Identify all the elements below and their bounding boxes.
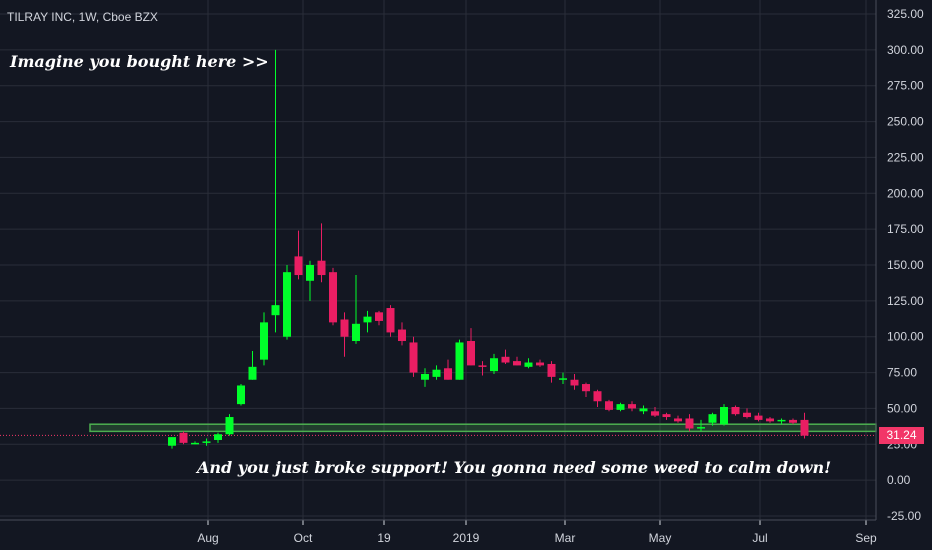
candle-body xyxy=(490,358,498,372)
candle-body xyxy=(225,417,234,435)
y-tick-label: 325.00 xyxy=(887,7,924,21)
annotation-bottom: And you just broke support! You gonna ne… xyxy=(197,458,832,477)
y-tick-label: 125.00 xyxy=(887,294,924,308)
candle-body xyxy=(455,342,464,380)
candle-body xyxy=(536,362,544,366)
candle-body xyxy=(605,401,613,410)
x-tick-label: Oct xyxy=(294,531,313,545)
candle-body xyxy=(214,434,222,440)
candle-body xyxy=(202,441,211,443)
x-tick-label: Jul xyxy=(752,531,767,545)
candle-body xyxy=(398,329,406,342)
candle-body xyxy=(191,442,199,445)
y-tick-label: 0.00 xyxy=(887,473,911,487)
candle-body xyxy=(375,312,383,321)
y-tick-label: 75.00 xyxy=(887,366,917,380)
y-tick-label: 50.00 xyxy=(887,401,917,415)
y-tick-label: 200.00 xyxy=(887,186,924,200)
y-tick-label: 250.00 xyxy=(887,115,924,129)
candle-body xyxy=(306,265,314,281)
candle-body xyxy=(754,415,763,420)
candle-body xyxy=(478,365,487,367)
candle-body xyxy=(501,356,510,363)
y-tick-label: 150.00 xyxy=(887,258,924,272)
candle-body xyxy=(179,432,188,443)
support-band xyxy=(89,423,877,433)
candle-body xyxy=(639,408,648,412)
candle-body xyxy=(547,363,556,377)
candle-body xyxy=(697,427,705,429)
candle-body xyxy=(720,406,728,425)
y-tick-label: 225.00 xyxy=(887,150,924,164)
candle-body xyxy=(800,419,809,436)
x-tick-label: May xyxy=(649,531,672,545)
candle-body xyxy=(168,437,176,446)
y-tick-label: 175.00 xyxy=(887,222,924,236)
x-tick-label: Aug xyxy=(197,531,218,545)
candle-body xyxy=(363,316,372,323)
grid xyxy=(0,0,876,520)
candle-body xyxy=(731,406,740,415)
candle-body xyxy=(513,361,521,366)
candle-body xyxy=(593,391,602,402)
y-tick-label: 275.00 xyxy=(887,79,924,93)
candle-body xyxy=(674,418,682,422)
candle-body xyxy=(651,411,659,416)
candle-body xyxy=(352,323,360,342)
y-tick-label: -25.00 xyxy=(887,509,921,523)
candle-body xyxy=(237,385,245,405)
candle-body xyxy=(570,379,579,386)
candle-body xyxy=(708,414,717,423)
annotation-top: Imagine you bought here >> xyxy=(10,52,269,71)
symbol-title: TILRAY INC, 1W, Cboe BZX xyxy=(7,10,158,24)
candle-body xyxy=(582,384,590,392)
candle-body xyxy=(766,418,774,422)
candle-body xyxy=(432,369,441,377)
candle-body xyxy=(329,272,337,323)
candle-body xyxy=(559,378,567,380)
candle-body xyxy=(777,419,786,422)
candle-body xyxy=(616,404,625,410)
candle-body xyxy=(409,342,418,373)
x-tick-label: 2019 xyxy=(453,531,480,545)
candle-body xyxy=(294,256,303,276)
candle-body xyxy=(628,404,636,409)
candle-body xyxy=(271,305,280,316)
y-tick-label: 100.00 xyxy=(887,330,924,344)
candle-body xyxy=(662,414,671,418)
candle-body xyxy=(317,260,326,276)
candle-body xyxy=(260,322,268,360)
candle-body xyxy=(386,308,395,333)
support-band-layer xyxy=(0,423,877,436)
candle-body xyxy=(685,418,694,429)
x-tick-label: 19 xyxy=(377,531,391,545)
last-price-label: 31.24 xyxy=(879,427,924,444)
candle-body xyxy=(421,374,429,380)
candles xyxy=(168,49,809,449)
candle-body xyxy=(444,368,452,380)
y-tick-label: 300.00 xyxy=(887,43,924,57)
candle-body xyxy=(467,341,475,366)
candle-body xyxy=(283,272,291,337)
x-tick-label: Mar xyxy=(555,531,576,545)
candle-body xyxy=(340,319,349,337)
candle-body xyxy=(248,366,257,380)
candle-body xyxy=(524,362,533,367)
candle-body xyxy=(743,412,751,418)
candle-body xyxy=(789,419,797,423)
x-tick-label: Sep xyxy=(855,531,877,545)
